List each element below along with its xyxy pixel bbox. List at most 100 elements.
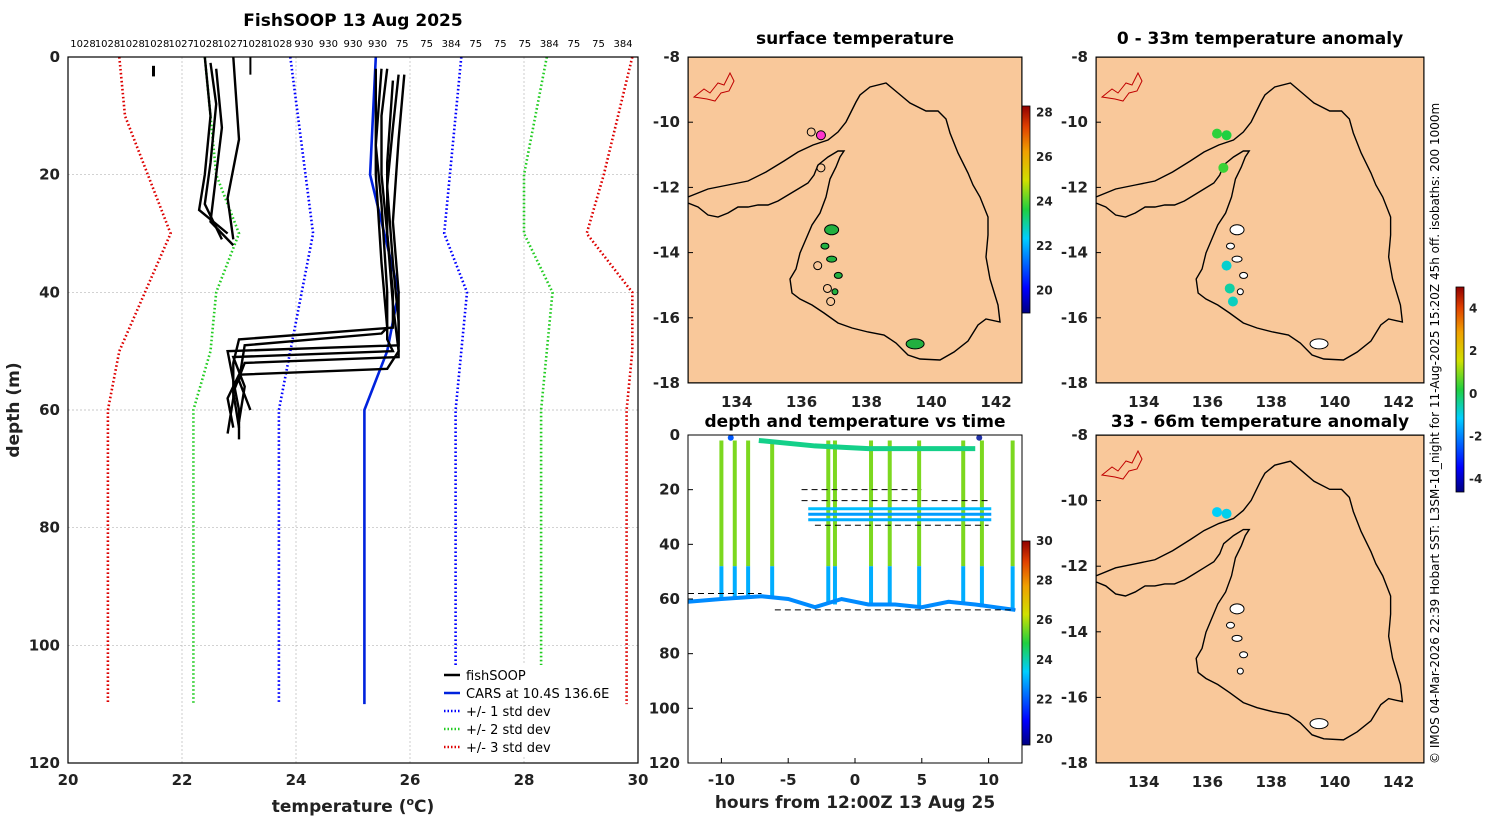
- x-tick-label: 134: [1128, 393, 1159, 411]
- y-tick-label: -8: [1071, 48, 1088, 66]
- top-tick-label: 930: [343, 39, 362, 50]
- colorbar-tick-label: -4: [1469, 472, 1482, 486]
- time-plot-title: depth and temperature vs time: [705, 412, 1006, 432]
- colorbar-tick-label: 26: [1036, 150, 1053, 164]
- x-tick-label: 142: [1383, 393, 1414, 411]
- island: [1309, 338, 1329, 350]
- y-tick-label: 100: [29, 636, 60, 654]
- island: [1239, 651, 1249, 659]
- station-marker: [826, 297, 836, 306]
- island: [1229, 603, 1245, 615]
- y-tick-label: -10: [653, 113, 680, 131]
- current-position-marker: [815, 130, 826, 141]
- x-tick-label: -10: [708, 771, 735, 789]
- colorbar-tick-label: 22: [1036, 692, 1053, 706]
- x-tick-label: 138: [851, 393, 882, 411]
- island: [831, 288, 839, 296]
- top-tick-label: 1028: [119, 39, 144, 50]
- y-tick-label: -18: [653, 374, 680, 392]
- legend-std2: +/- 2 std dev: [466, 723, 551, 738]
- anomaly-map-33-66m: 134 136 138 140 142 -8 -10 -12 -14 -16 -18 4 2 0 -2 -4: [1061, 286, 1482, 791]
- fishsoop-cast: [232, 74, 406, 428]
- x-tick-label: 136: [1192, 393, 1223, 411]
- y-tick-label: -18: [1061, 754, 1088, 772]
- series-line: [442, 57, 469, 705]
- x-tick-label: 142: [1383, 773, 1414, 791]
- top-tick-label: 75: [420, 39, 433, 50]
- colorbar-tick-label: 24: [1036, 195, 1053, 209]
- top-tick-label: 384: [613, 39, 632, 50]
- y-tick-label: 80: [39, 519, 60, 537]
- y-tick-label: -12: [1061, 557, 1088, 575]
- station-marker: [813, 261, 823, 271]
- x-tick-label: 28: [514, 771, 535, 789]
- x-tick-label: 142: [980, 393, 1011, 411]
- colorbar-tick-label: 4: [1469, 301, 1477, 315]
- y-tick-label: -8: [1071, 426, 1088, 444]
- river-trace: [1100, 71, 1143, 102]
- y-tick-label: 40: [659, 535, 680, 553]
- colorbar-tick-label: 20: [1036, 732, 1053, 746]
- y-tick-label: 0: [670, 426, 680, 444]
- surface-point: [976, 435, 983, 441]
- time-plot-xlabel: hours from 12:00Z 13 Aug 25: [715, 793, 995, 813]
- surface-temperature-map: 134 136 138 140 142 -8 -10 -12 -14 -16 -18 20 22 24 26…: [653, 48, 1053, 411]
- map-body: [1096, 57, 1424, 383]
- profile-ylabel: depth (m): [4, 362, 24, 457]
- series-line: [106, 57, 173, 705]
- island: [1236, 288, 1244, 296]
- x-tick-label: 140: [1319, 773, 1350, 791]
- colorbar-tick-label: 0: [1469, 387, 1477, 401]
- anomaly-point: [1221, 260, 1232, 271]
- profile-title: FishSOOP 13 Aug 2025: [243, 11, 462, 31]
- y-tick-label: -16: [653, 309, 680, 327]
- y-tick-label: 0: [50, 48, 60, 66]
- x-tick-label: -5: [780, 771, 797, 789]
- x-tick-label: 136: [1192, 773, 1223, 791]
- x-tick-label: 30: [628, 771, 649, 789]
- top-tick-label: 75: [592, 39, 605, 50]
- y-tick-label: 20: [39, 166, 60, 184]
- anomaly-map-2-title: 33 - 66m temperature anomaly: [1111, 412, 1409, 432]
- top-tick-label: 1027: [168, 39, 193, 50]
- y-tick-label: -8: [663, 48, 680, 66]
- x-tick-label: 22: [172, 771, 193, 789]
- surface-map-title: surface temperature: [756, 29, 954, 49]
- island: [905, 338, 925, 350]
- map-frame: [1095, 56, 1425, 384]
- profile-xlabel: temperature (oC): [272, 795, 435, 817]
- island: [1239, 271, 1249, 279]
- colorbar-tick-label: 28: [1036, 574, 1053, 588]
- anomaly-point: [1218, 162, 1229, 173]
- top-tick-label: 75: [396, 39, 409, 50]
- top-tick-label: 1027: [218, 39, 243, 50]
- top-tick-label: 930: [319, 39, 338, 50]
- anomaly-colorbar: [1455, 286, 1465, 493]
- anomaly-point: [1224, 283, 1235, 294]
- y-tick-label: -12: [1061, 178, 1088, 196]
- island: [1231, 634, 1243, 642]
- top-tick-label: 930: [294, 39, 313, 50]
- x-tick-label: 134: [721, 393, 752, 411]
- x-tick-label: 134: [1128, 773, 1159, 791]
- y-tick-label: 60: [659, 590, 680, 608]
- top-tick-label: 1028: [144, 39, 169, 50]
- legend-std1: +/- 1 std dev: [466, 705, 551, 720]
- y-tick-label: -14: [653, 244, 680, 262]
- x-tick-label: 140: [1319, 393, 1350, 411]
- x-tick-label: 24: [286, 771, 307, 789]
- anomaly-map-1-title: 0 - 33m temperature anomaly: [1117, 29, 1403, 49]
- island: [1225, 621, 1235, 629]
- x-tick-label: 10: [978, 771, 999, 789]
- anomaly-point: [1227, 296, 1238, 307]
- island: [824, 224, 840, 236]
- top-tick-label: 75: [568, 39, 581, 50]
- land-mass: [1096, 57, 1424, 383]
- colorbar: [1021, 105, 1031, 314]
- x-tick-label: 0: [850, 771, 860, 789]
- colorbar-tick-label: 26: [1036, 613, 1053, 627]
- y-tick-label: 100: [649, 699, 680, 717]
- island: [1225, 242, 1235, 250]
- top-tick-label: 930: [368, 39, 387, 50]
- river-trace: [692, 71, 735, 102]
